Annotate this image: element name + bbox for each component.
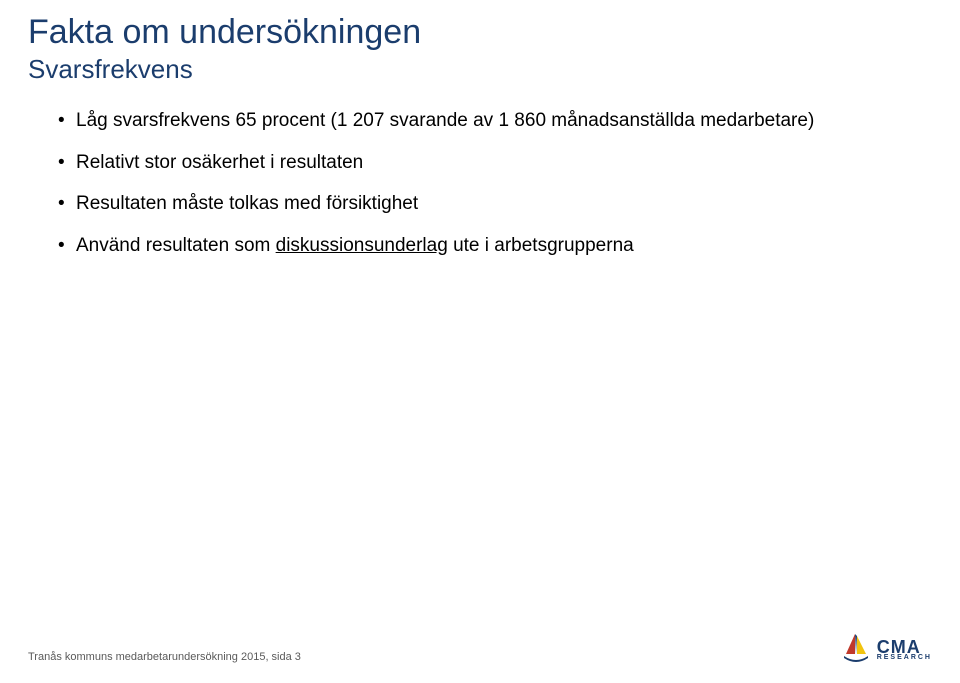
footer-text: Tranås kommuns medarbetarundersökning 20… [28, 651, 301, 663]
list-item: Använd resultaten som diskussionsunderla… [58, 233, 814, 259]
logo-name: CMA [877, 639, 932, 655]
list-item: Relativt stor osäkerhet i resultaten [58, 150, 814, 176]
sailboat-icon [841, 632, 871, 669]
cma-logo: CMA RESEARCH [841, 632, 932, 669]
list-item: Låg svarsfrekvens 65 procent (1 207 svar… [58, 108, 814, 134]
bullet-text: Resultaten måste tolkas med försiktighet [76, 193, 418, 214]
bullet-text: Låg svarsfrekvens 65 procent (1 207 svar… [76, 110, 814, 131]
list-item: Resultaten måste tolkas med försiktighet [58, 191, 814, 217]
bullet-text: Relativt stor osäkerhet i resultaten [76, 152, 363, 173]
slide-title: Fakta om undersökningen [28, 12, 421, 53]
underlined-word: diskussionsunderlag [276, 235, 448, 256]
logo-subname: RESEARCH [877, 655, 932, 661]
bullet-list: Låg svarsfrekvens 65 procent (1 207 svar… [58, 108, 814, 275]
bullet-text: Använd resultaten som diskussionsunderla… [76, 235, 634, 256]
slide: Fakta om undersökningen Svarsfrekvens Lå… [0, 0, 960, 683]
logo-text: CMA RESEARCH [877, 639, 932, 661]
slide-subtitle: Svarsfrekvens [28, 54, 193, 85]
